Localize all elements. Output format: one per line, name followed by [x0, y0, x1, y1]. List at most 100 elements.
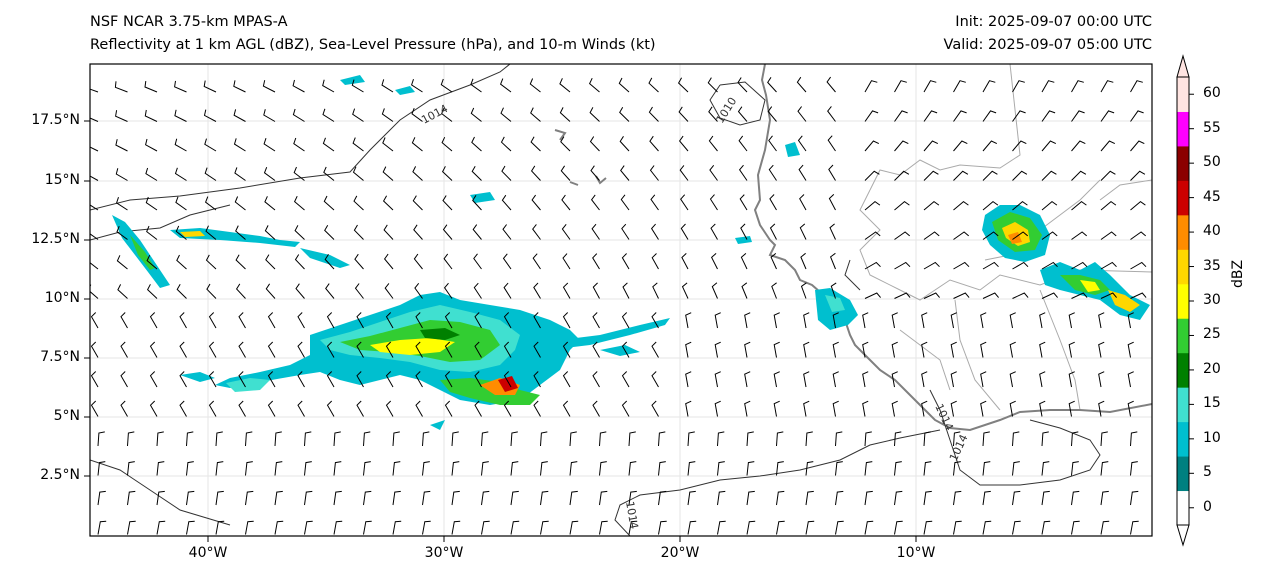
- wind-barb: [680, 194, 689, 211]
- wind-barb: [1130, 200, 1146, 211]
- wind-barb: [678, 106, 689, 122]
- wind-barb: [1009, 312, 1016, 329]
- wind-barb: [923, 261, 940, 270]
- wind-barb: [293, 137, 305, 152]
- wind-barb: [591, 223, 600, 240]
- wind-barb: [776, 461, 784, 476]
- wind-barb: [776, 490, 785, 506]
- wind-barb: [711, 282, 718, 299]
- wind-barb: [127, 431, 135, 447]
- wind-barb: [649, 165, 659, 181]
- wind-barb: [363, 490, 372, 506]
- wind-barb: [1071, 490, 1080, 506]
- wind-barb: [830, 282, 837, 299]
- wind-barb: [97, 520, 107, 535]
- wind-barb: [144, 109, 158, 122]
- wind-barb: [769, 194, 777, 211]
- colorbar-title: dBZ: [1230, 259, 1246, 288]
- wind-barb: [90, 117, 99, 122]
- wind-barb: [1071, 461, 1079, 476]
- wind-barb: [950, 312, 957, 329]
- wind-barb: [274, 431, 282, 447]
- wind-barb: [415, 341, 423, 358]
- wind-barb: [215, 520, 225, 535]
- wind-barb: [353, 224, 364, 240]
- colorbar-segment: [1177, 283, 1189, 319]
- wind-barb: [648, 106, 659, 122]
- wind-barb: [356, 400, 364, 417]
- wind-barb: [385, 341, 394, 358]
- wind-barb: [982, 261, 999, 270]
- wind-barb: [263, 109, 276, 122]
- lat-label: 10°N: [44, 290, 80, 306]
- wind-barb: [383, 224, 394, 240]
- wind-barb: [115, 110, 128, 122]
- wind-barb: [708, 106, 718, 122]
- wind-barb: [599, 490, 608, 506]
- wind-barb: [1012, 110, 1026, 122]
- wind-barb: [740, 223, 748, 240]
- wind-barb: [799, 194, 807, 211]
- wind-barb: [263, 167, 276, 181]
- wind-barb: [473, 282, 482, 299]
- wind-barb: [619, 106, 630, 122]
- wind-barb: [953, 80, 966, 93]
- wind-barb: [562, 253, 571, 270]
- wind-barb: [826, 76, 836, 93]
- wind-barb: [156, 490, 165, 506]
- wind-barb: [569, 520, 579, 535]
- wind-barb: [174, 138, 187, 152]
- wind-barb: [471, 136, 482, 152]
- wind-barb: [473, 253, 482, 270]
- wind-barb: [234, 196, 246, 211]
- wind-barb: [738, 164, 748, 181]
- wind-barb: [864, 490, 873, 506]
- wind-barb: [953, 170, 969, 181]
- wind-barb: [503, 282, 512, 299]
- wind-barb: [297, 312, 305, 329]
- wind-barb: [440, 78, 453, 93]
- wind-barb: [1068, 371, 1075, 388]
- wind-barb: [297, 400, 305, 417]
- wind-barb: [90, 371, 99, 388]
- wind-barb: [530, 136, 541, 152]
- wind-barb: [864, 231, 881, 240]
- wind-barb: [1009, 371, 1016, 388]
- wind-barb: [864, 261, 881, 270]
- wind-barb: [864, 520, 874, 535]
- wind-barb: [828, 194, 836, 211]
- wind-barb: [382, 137, 394, 152]
- wind-barb: [97, 431, 105, 447]
- wind-barb: [1127, 400, 1134, 417]
- wind-barb: [383, 253, 394, 270]
- wind-barb: [953, 490, 962, 506]
- wind-barb: [324, 254, 335, 270]
- wind-barb: [1100, 461, 1109, 476]
- wind-barb: [326, 400, 335, 417]
- wind-barb: [592, 371, 600, 388]
- plot-background: [90, 64, 1152, 536]
- wind-barb: [215, 431, 223, 447]
- wind-barb: [769, 223, 777, 240]
- wind-barb: [392, 461, 401, 476]
- wind-barb: [1012, 231, 1029, 240]
- wind-barb: [156, 520, 166, 535]
- colorbar-tick-label: 5: [1203, 464, 1212, 481]
- wind-barb: [746, 431, 754, 447]
- wind-barb: [776, 431, 784, 447]
- wind-barb: [1130, 520, 1139, 535]
- lon-label: 30°W: [424, 545, 464, 561]
- wind-barb: [1071, 261, 1088, 270]
- wind-barb: [767, 106, 777, 122]
- wind-barb: [503, 400, 512, 417]
- wind-barb: [363, 520, 372, 535]
- wind-barb: [685, 371, 692, 388]
- wind-barb: [1012, 140, 1027, 152]
- wind-barb: [621, 371, 630, 388]
- wind-barb: [97, 461, 106, 476]
- wind-barb: [245, 431, 253, 447]
- wind-barb: [835, 461, 843, 476]
- wind-barb: [559, 107, 571, 122]
- wind-barb: [562, 341, 571, 358]
- fields-title: Reflectivity at 1 km AGL (dBZ), Sea-Leve…: [90, 37, 656, 53]
